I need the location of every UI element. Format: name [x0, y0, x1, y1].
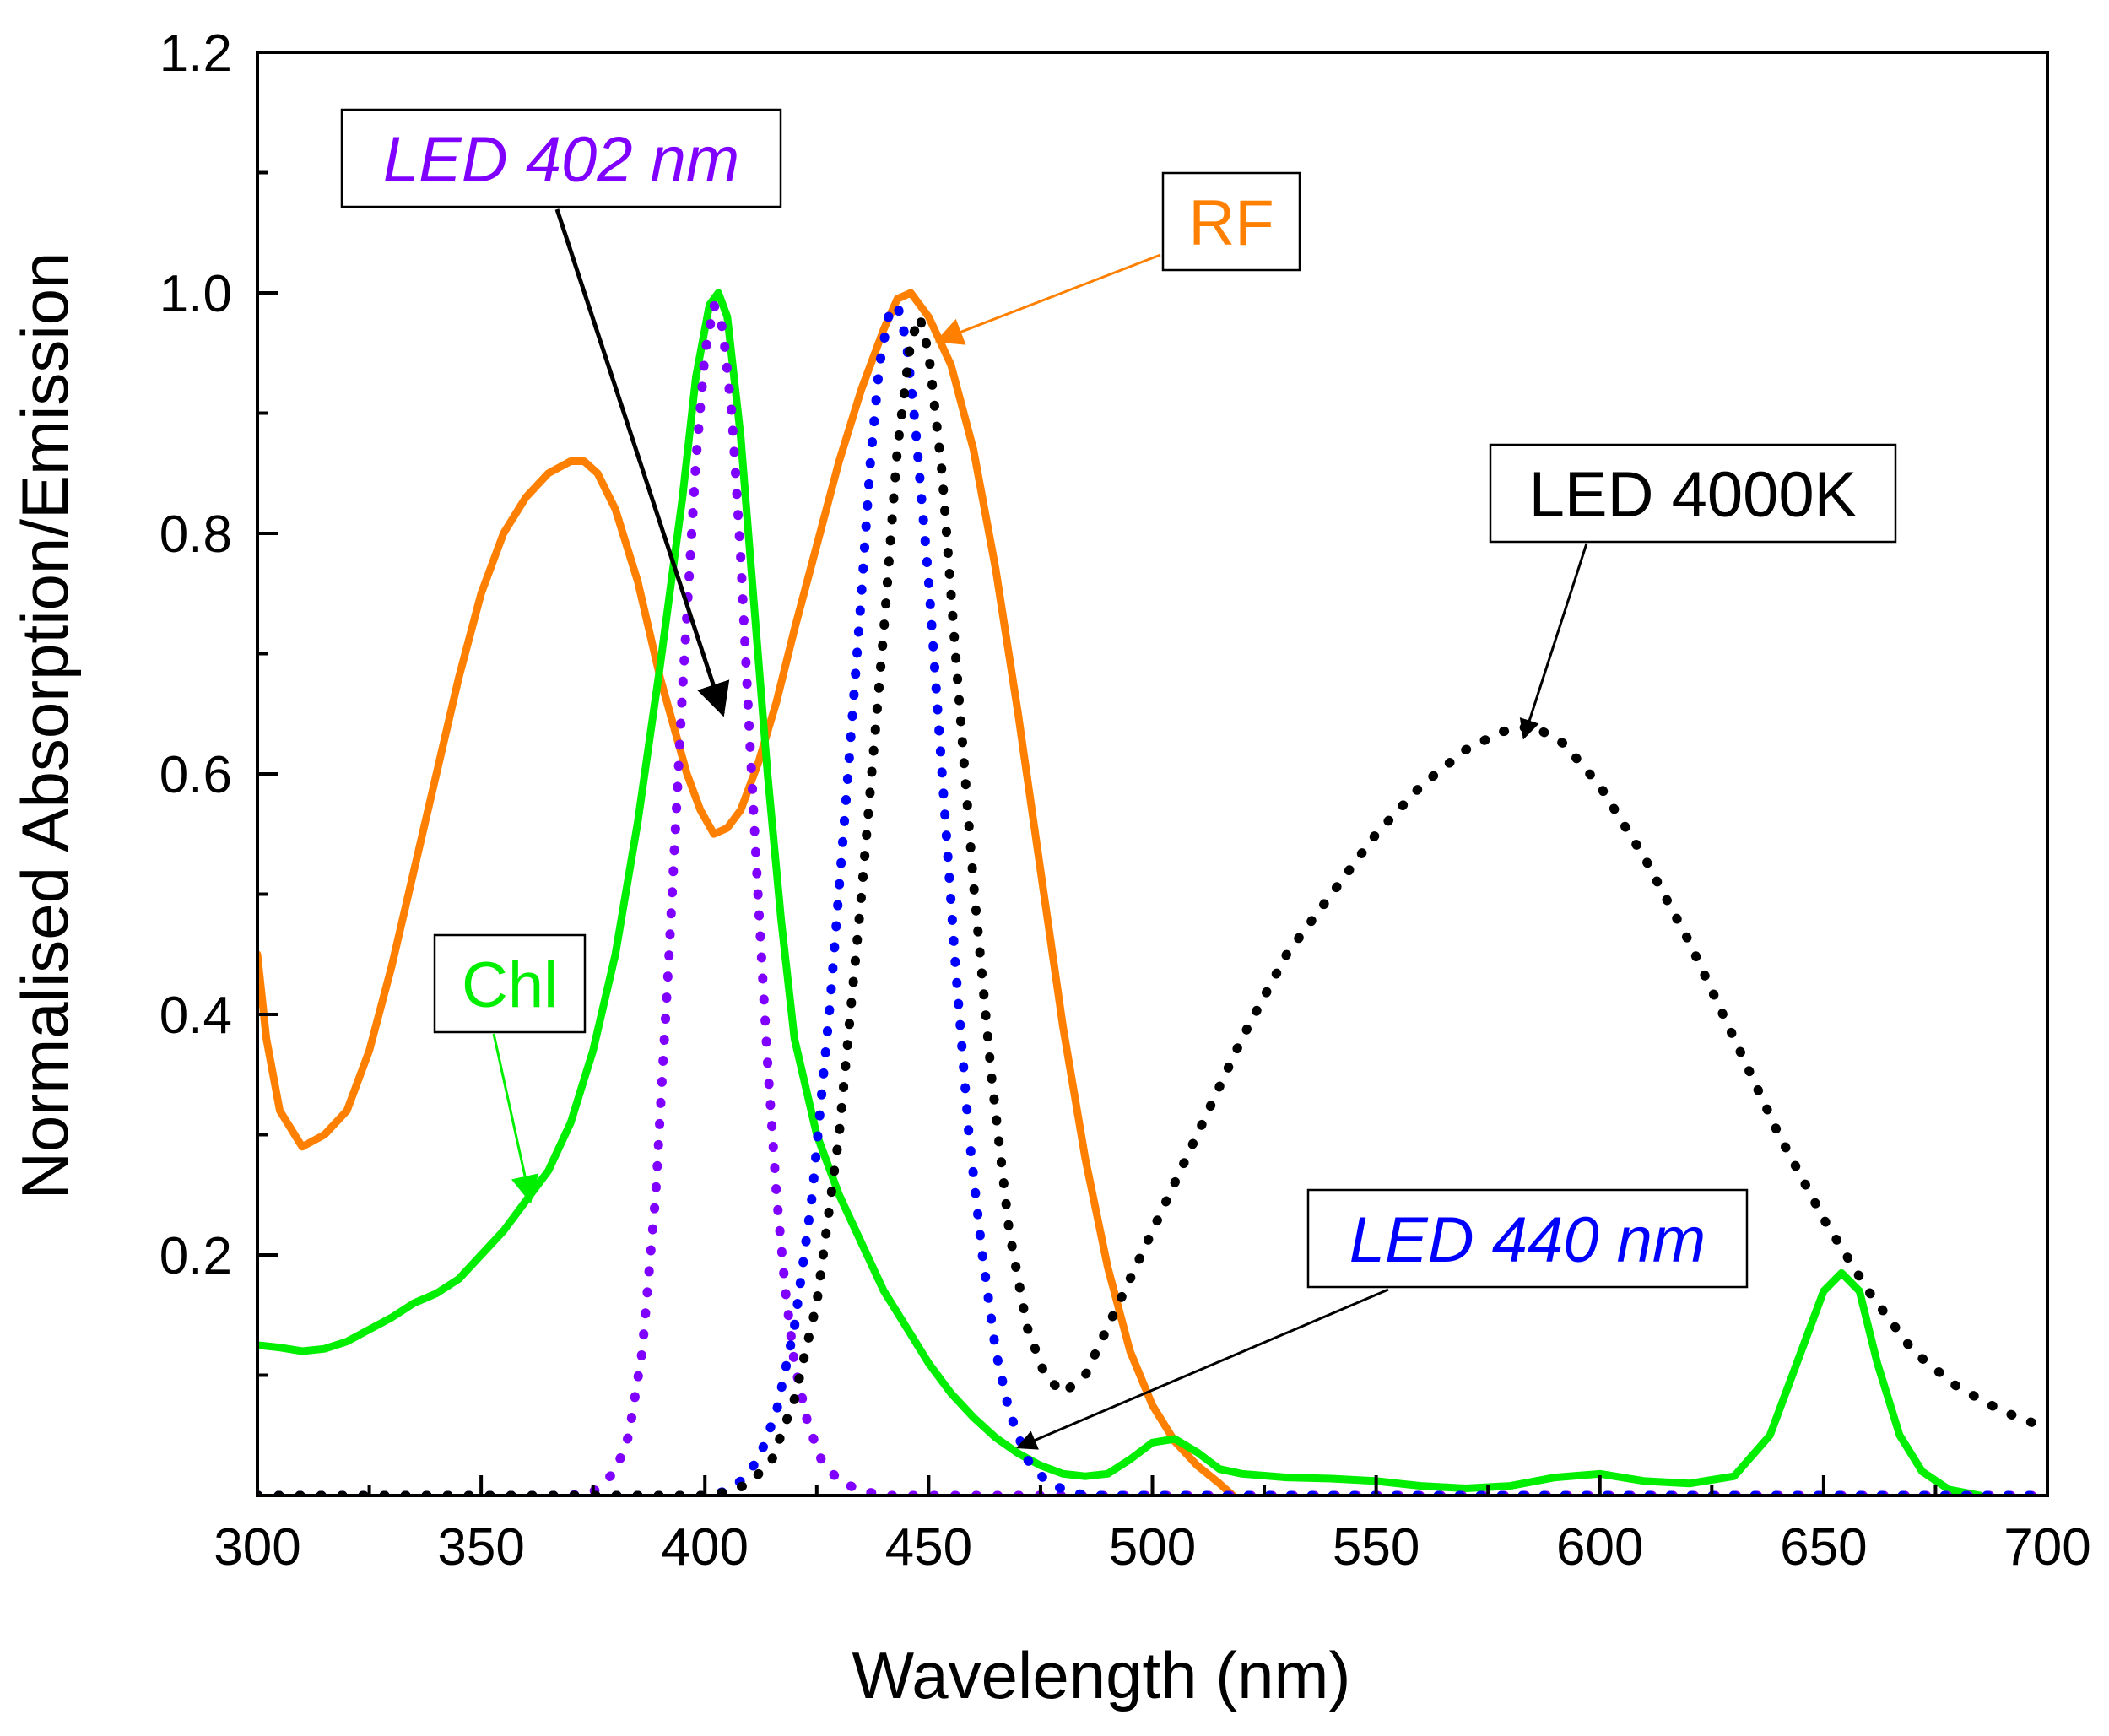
y-tick-label: 0.6: [160, 746, 232, 804]
plot-frame: [256, 51, 2049, 1497]
series-led-4000k: [257, 312, 2039, 1495]
y-tick-label: 0.8: [160, 506, 232, 564]
annotation-label: LED 4000K: [1529, 459, 1858, 531]
annotation-led-440-nm: LED 440 nm: [1016, 1188, 1749, 1450]
x-tick-label: 300: [214, 1518, 300, 1576]
axes: 300 350 400 450 500 550 600 650 700 0.2 0.4 0.6 0.8 1…: [160, 24, 2091, 1576]
x-tick-label: 650: [1780, 1518, 1867, 1576]
y-axis-title: Normalised Absorption/Emission: [8, 252, 82, 1200]
x-tick-label: 700: [2004, 1518, 2090, 1576]
x-tick-label: 450: [885, 1518, 972, 1576]
annotation-label: LED 402 nm: [383, 124, 739, 196]
x-tick-label: 400: [662, 1518, 749, 1576]
annotation-led-402-nm: LED 402 nm: [340, 108, 782, 717]
x-tick-label: 350: [437, 1518, 524, 1576]
x-tick-label: 500: [1109, 1518, 1196, 1576]
annotation-rf: RF: [934, 171, 1301, 345]
annotation-arrow: [934, 253, 1161, 345]
annotation-arrow: [492, 1033, 539, 1204]
annotations: LED 402 nm RF LED 4000K Chl LED 440 nm: [340, 108, 1897, 1450]
annotation-box: [340, 108, 782, 208]
annotation-label: RF: [1188, 187, 1274, 259]
x-axis-title: Wavelength (nm): [852, 1638, 1351, 1712]
annotation-arrow: [1016, 1288, 1389, 1450]
series-layer: [257, 289, 2047, 1495]
annotation-arrow: [1519, 543, 1588, 740]
annotation-chl: Chl: [433, 933, 587, 1204]
annotation-box: [1306, 1188, 1749, 1289]
x-tick-label: 600: [1556, 1518, 1643, 1576]
series-led-440-nm: [257, 300, 2047, 1495]
y-tick-label: 0.2: [160, 1227, 232, 1285]
series-led-402-nm: [257, 300, 2047, 1495]
series-chl: [257, 289, 1984, 1495]
series-rf: [257, 289, 1237, 1495]
y-tick-label: 1.2: [160, 24, 232, 83]
y-tick-label: 0.4: [160, 987, 232, 1045]
annotation-box: [1489, 443, 1897, 544]
annotation-led-4000k: LED 4000K: [1489, 443, 1897, 740]
annotation-label: LED 440 nm: [1349, 1204, 1706, 1276]
annotation-arrow: [554, 208, 730, 717]
x-tick-label: 550: [1333, 1518, 1420, 1576]
annotation-label: Chl: [462, 949, 558, 1021]
annotation-box: [1161, 171, 1301, 272]
annotation-box: [433, 933, 587, 1034]
y-tick-label: 1.0: [160, 265, 232, 323]
